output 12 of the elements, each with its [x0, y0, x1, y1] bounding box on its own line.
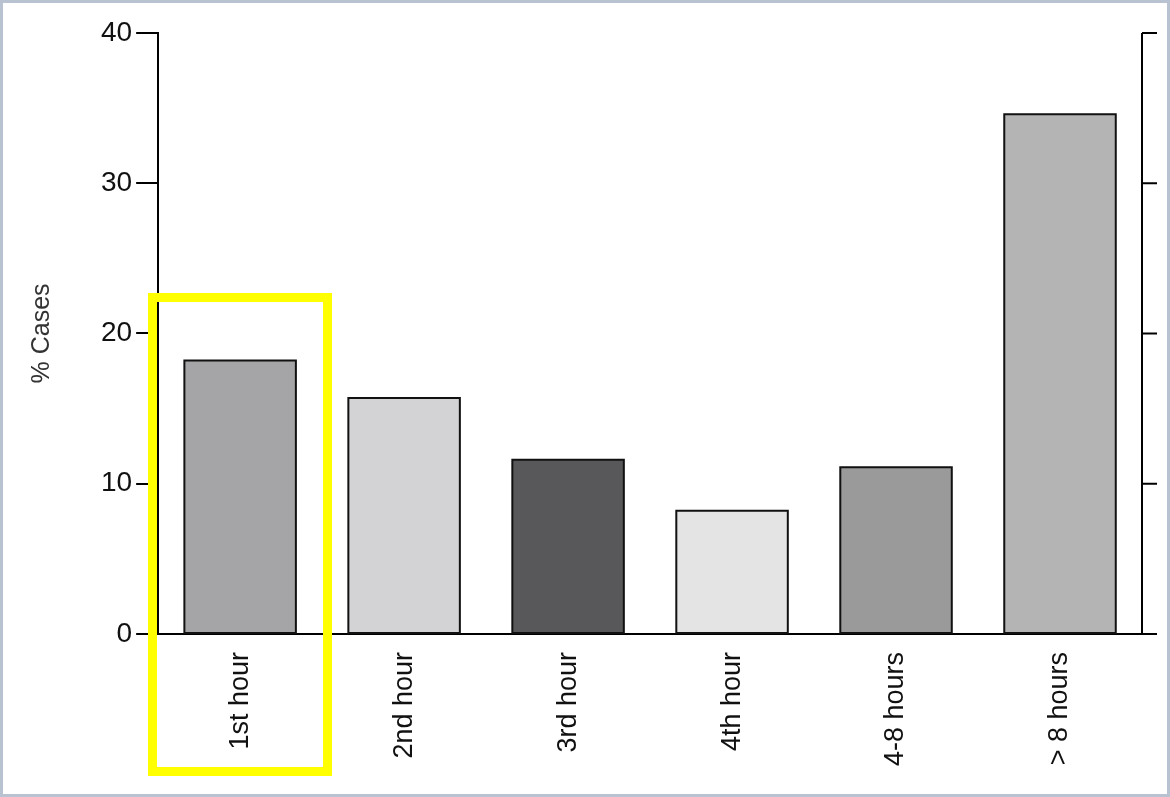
x-tick-label: 4th hour [715, 651, 746, 752]
x-tick-label: 4-8 hours [879, 651, 910, 767]
x-tick-label: > 8 hours [1043, 651, 1074, 766]
y-axis-title: % Cases [25, 283, 54, 384]
x-tick-label: 1st hour [223, 651, 254, 750]
y-tick-label: 0 [116, 616, 133, 648]
x-tick-label: 2nd hour [387, 651, 418, 759]
y-tick-label: 20 [100, 316, 133, 348]
y-tick-label: 30 [100, 165, 133, 197]
y-tick-label: 40 [100, 15, 133, 47]
y-tick-label: 10 [100, 466, 133, 498]
x-tick-label: 3rd hour [551, 651, 582, 753]
